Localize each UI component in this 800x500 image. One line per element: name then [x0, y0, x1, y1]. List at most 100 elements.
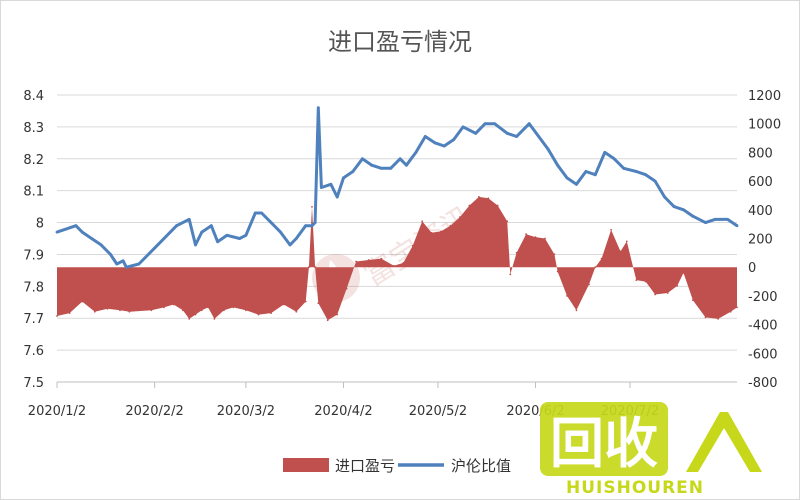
data-point-ratio [565, 176, 569, 180]
data-point-profit-loss [588, 283, 590, 286]
data-point-profit-loss [610, 229, 612, 231]
data-point-profit-loss [295, 310, 298, 313]
data-point-profit-loss [625, 240, 628, 243]
y-left-tick-label: 8.2 [23, 153, 44, 168]
data-point-profit-loss [119, 309, 121, 312]
data-point-ratio [253, 211, 257, 215]
data-point-ratio [137, 262, 141, 266]
x-tick-label: 2020/1/2 [28, 404, 86, 419]
gridlines [57, 94, 737, 351]
data-point-profit-loss [336, 313, 339, 316]
data-point-ratio [505, 131, 509, 135]
legend-swatch-profit-loss [283, 458, 329, 472]
data-point-ratio [546, 147, 550, 151]
logo-text: 回收 [550, 412, 658, 475]
y-right-tick-label: 200 [748, 233, 773, 248]
data-point-profit-loss [676, 285, 679, 287]
data-point-profit-loss [654, 293, 656, 296]
data-point-ratio [320, 186, 323, 189]
series-area-profit-loss [57, 196, 737, 321]
data-point-profit-loss [257, 313, 260, 316]
data-point-profit-loss [644, 280, 647, 283]
data-point-profit-loss [68, 312, 71, 314]
data-point-profit-loss [56, 315, 58, 317]
data-point-ratio [433, 141, 437, 145]
data-point-ratio [537, 135, 541, 138]
data-point-ratio [225, 233, 229, 237]
y-right-tick-label: -600 [748, 347, 778, 362]
data-point-profit-loss [459, 216, 461, 218]
data-point-profit-loss [304, 300, 307, 303]
data-point-ratio [398, 157, 402, 161]
data-point-profit-loss [93, 310, 96, 313]
y-left-tick-label: 8.4 [23, 89, 44, 104]
logo-watermark: 回收 HUISHOUREN [540, 402, 762, 498]
data-point-profit-loss [635, 279, 638, 281]
data-point-ratio [474, 131, 478, 135]
data-point-ratio [200, 230, 204, 234]
y-right-tick-label: -400 [748, 319, 778, 334]
data-point-ratio [653, 179, 657, 183]
data-point-profit-loss [600, 257, 603, 260]
data-point-profit-loss [326, 319, 329, 322]
data-point-profit-loss [270, 312, 272, 314]
y-left-tick-label: 8.1 [23, 185, 44, 200]
data-point-ratio [556, 163, 559, 167]
data-point-ratio [55, 230, 59, 234]
data-point-profit-loss [421, 220, 424, 223]
data-point-ratio [313, 221, 317, 225]
data-point-profit-loss [556, 270, 559, 273]
data-point-profit-loss [367, 259, 370, 261]
y-left-tick-label: 7.8 [23, 280, 44, 295]
data-point-ratio [682, 208, 685, 212]
data-point-ratio [603, 151, 607, 154]
legend-label-profit-loss: 进口盈亏 [335, 457, 395, 475]
logo-mark-icon [686, 412, 762, 472]
data-point-ratio [612, 157, 616, 161]
data-point-profit-loss [692, 299, 694, 302]
data-point-profit-loss [717, 318, 719, 320]
data-point-profit-loss [81, 300, 84, 303]
data-point-ratio [644, 173, 648, 177]
data-point-profit-loss [682, 272, 685, 274]
data-point-ratio [329, 182, 333, 186]
data-point-ratio [452, 138, 456, 142]
data-point-profit-loss [566, 295, 568, 297]
y-left-tick-label: 7.9 [23, 248, 44, 263]
data-point-profit-loss [478, 196, 480, 198]
data-point-ratio [310, 224, 314, 228]
data-point-profit-loss [393, 264, 395, 267]
data-point-ratio [379, 166, 383, 170]
data-point-ratio [726, 218, 729, 221]
data-point-profit-loss [440, 230, 442, 233]
data-point-profit-loss [317, 302, 320, 304]
data-point-profit-loss [194, 313, 197, 316]
data-point-ratio [124, 265, 128, 269]
data-point-ratio [672, 205, 676, 209]
data-point-profit-loss [245, 309, 247, 312]
data-point-profit-loss [150, 309, 153, 312]
data-point-profit-loss [402, 262, 405, 264]
data-point-ratio [294, 237, 298, 240]
data-point-ratio [121, 259, 125, 263]
data-point-ratio [622, 166, 626, 170]
data-point-ratio [442, 144, 446, 148]
data-point-profit-loss [188, 318, 191, 320]
chart-title: 进口盈亏情况 [328, 28, 472, 56]
data-point-ratio [304, 224, 308, 228]
data-point-ratio [194, 243, 197, 247]
data-point-ratio [515, 135, 518, 138]
data-point-ratio [238, 237, 242, 240]
data-point-ratio [335, 195, 339, 199]
data-point-ratio [713, 218, 717, 221]
data-point-profit-loss [506, 220, 509, 223]
data-point-profit-loss [355, 260, 357, 263]
data-point-profit-loss [496, 204, 499, 207]
x-tick-label: 2020/2/2 [125, 404, 183, 419]
data-point-profit-loss [213, 318, 216, 320]
y-right-tick-label: 400 [748, 204, 773, 219]
data-point-profit-loss [380, 257, 383, 260]
data-point-profit-loss [729, 310, 732, 313]
data-point-profit-loss [449, 224, 452, 227]
data-point-ratio [370, 163, 374, 167]
